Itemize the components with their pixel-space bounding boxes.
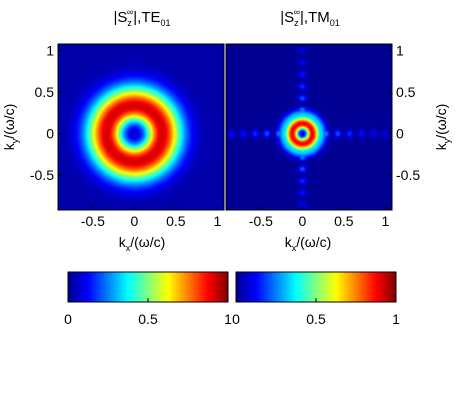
heatmap-tm-image bbox=[226, 44, 392, 210]
heatmap-tm-xtick-label: 0 bbox=[298, 213, 306, 229]
heatmap-tm-frame bbox=[225, 43, 393, 211]
colorbar-te-tick-label: 0 bbox=[64, 311, 72, 327]
heatmap-te-ylabel: ky/(ω/c) bbox=[1, 104, 20, 151]
heatmap-tm-xtick-label: -0.5 bbox=[249, 213, 273, 229]
heatmap-tm-title: |Sz∞|,TM01 bbox=[280, 7, 340, 28]
heatmap-tm-ytick-label: 1 bbox=[396, 43, 404, 59]
colorbar-tm-tick-label: 0.5 bbox=[306, 311, 326, 327]
heatmap-te-ytick-label: 0 bbox=[46, 126, 54, 142]
colorbar-te-tick-label: 0.5 bbox=[138, 311, 158, 327]
heatmap-te-xlabel: kx/(ω/c) bbox=[119, 234, 166, 253]
heatmap-te-ticks: -0.5 0 0.5 1 -0.5 0 0.5 1 bbox=[30, 43, 222, 229]
heatmap-tm-xlabel: kx/(ω/c) bbox=[285, 234, 332, 253]
heatmap-te-xtick-label: 0 bbox=[130, 213, 138, 229]
colorbar-te: 0 0.5 1 bbox=[64, 271, 232, 327]
heatmap-te-frame bbox=[57, 43, 225, 211]
colorbar-tm-gradient bbox=[235, 271, 397, 303]
colorbar-te-tick-label: 1 bbox=[224, 311, 232, 327]
colorbar-te-ticks: 0 0.5 1 bbox=[64, 298, 232, 327]
heatmap-te-title: |Sz∞|,TE01 bbox=[113, 7, 170, 28]
heatmap-te-ytick-label: 0.5 bbox=[35, 84, 55, 100]
heatmap-te-image bbox=[58, 44, 224, 210]
colorbar-tm-tick-label: 0 bbox=[232, 311, 240, 327]
heatmap-tm-panel: |Sz∞|,TM01 -0.5 0 0.5 1 -0.5 0 0.5 1 kx/(ω/c) k… bbox=[225, 7, 452, 253]
heatmap-tm-ytick-label: 0.5 bbox=[396, 84, 416, 100]
heatmap-te-xtick-label: 1 bbox=[213, 213, 221, 229]
heatmap-te-ytick-label: -0.5 bbox=[30, 167, 54, 183]
colorbar-tm-tick-label: 1 bbox=[392, 311, 400, 327]
heatmap-te-ytick-label: 1 bbox=[46, 43, 54, 59]
colorbar-te-gradient bbox=[67, 271, 229, 303]
heatmap-te-xtick-label: 0.5 bbox=[166, 213, 186, 229]
heatmap-tm-ticks: -0.5 0 0.5 1 -0.5 0 0.5 1 bbox=[249, 43, 421, 229]
heatmap-tm-xtick-label: 1 bbox=[381, 213, 389, 229]
heatmap-te-panel: |Sz∞|,TE01 -0.5 0 0.5 1 -0.5 0 0.5 1 kx/(ω/c) k… bbox=[1, 7, 225, 253]
heatmap-tm-ylabel: ky/(ω/c) bbox=[433, 104, 452, 151]
heatmap-tm-ytick-label: 0 bbox=[396, 126, 404, 142]
colorbar-tm: 0 0.5 1 bbox=[232, 271, 400, 327]
colorbar-tm-ticks: 0 0.5 1 bbox=[232, 298, 400, 327]
heatmap-tm-xtick-label: 0.5 bbox=[334, 213, 354, 229]
heatmap-tm-ytick-label: -0.5 bbox=[396, 167, 420, 183]
heatmap-te-xtick-label: -0.5 bbox=[81, 213, 105, 229]
